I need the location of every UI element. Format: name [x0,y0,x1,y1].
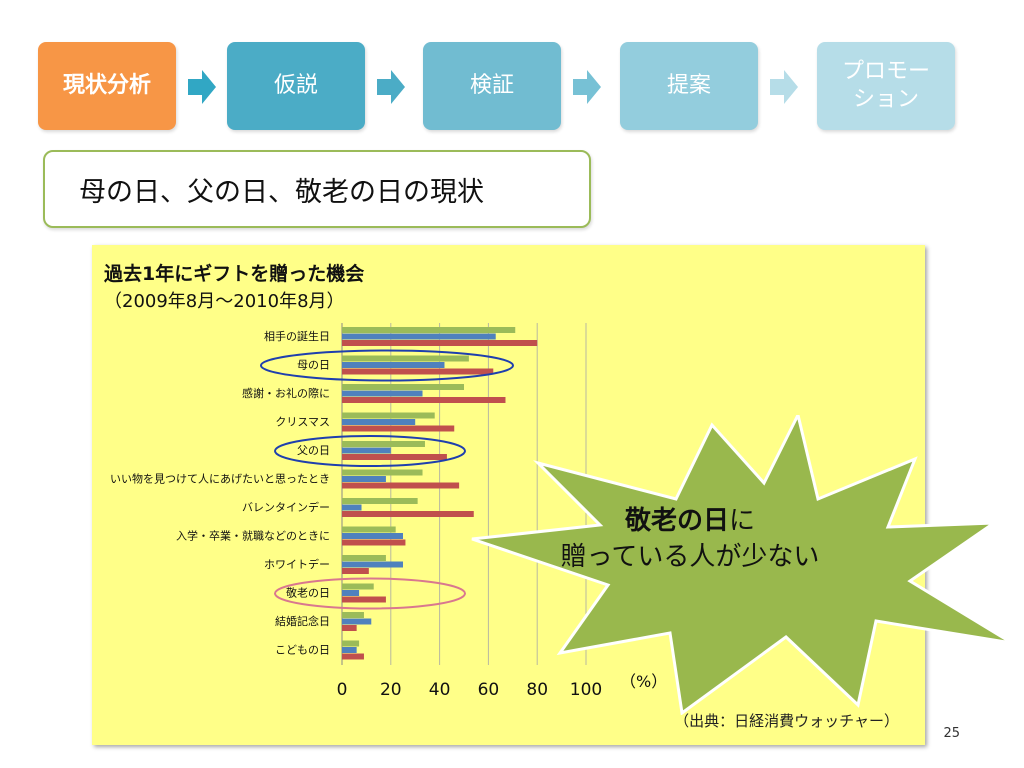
bar [342,482,460,489]
x-tick-label: 60 [478,680,500,700]
bar [342,441,425,447]
category-label: 感謝・お礼の際に [242,386,330,400]
callout-line-1: 敬老の日に [500,503,880,539]
step-4: 提案 [620,42,758,130]
callout-rest: に [729,506,756,536]
callout-strong: 敬老の日 [624,506,729,536]
bar [342,384,464,390]
topic-text: 母の日、父の日、敬老の日の現状 [79,176,484,208]
callout-starburst [471,415,1013,715]
step-2: 仮説 [227,42,365,130]
bar [342,511,474,517]
bar [342,476,386,482]
bar [342,590,360,596]
topic-box: 母の日、父の日、敬老の日の現状 [43,150,591,228]
bar [342,447,391,454]
x-tick-label: 40 [429,680,451,700]
category-label: 相手の誕生日 [264,329,330,343]
bar [342,526,396,533]
step-1-label-line-1: 現状分析 [62,73,151,98]
bar [342,653,364,660]
x-tick-label: 100 [570,680,602,700]
bar [342,504,362,511]
bar [342,362,445,368]
x-tick-label: 80 [526,680,548,700]
bar [342,397,506,403]
callout-text: 敬老の日に 贈っている人が少ない [500,503,880,575]
step-2-label-line-1: 仮説 [273,73,318,98]
chart-title: 過去1年にギフトを贈った機会 [104,263,365,285]
bar [342,625,357,631]
bar [342,583,374,590]
step-4-label-line-1: 提案 [666,73,711,98]
category-label: いい物を見つけて人にあげたいと思ったとき [110,472,330,486]
step-3-label-line-1: 検証 [469,73,514,98]
step-1: 現状分析 [38,42,176,130]
category-label: バレンタインデー [242,500,330,514]
step-3: 検証 [423,42,561,130]
bar [342,469,423,476]
category-label: 母の日 [297,359,330,372]
bar [342,327,516,333]
bar [342,596,386,603]
category-label: クリスマス [275,416,330,429]
bar [342,333,496,340]
bar [342,640,360,647]
bar [342,454,447,460]
x-tick-label: 20 [380,680,402,700]
category-label: ホワイトデー [264,557,330,571]
bar [342,340,538,346]
category-label: 入学・卒業・就職などのときに [176,529,330,543]
bar [342,425,455,432]
category-label: 敬老の日 [286,587,330,600]
bar [342,555,386,561]
bar [342,533,403,539]
step-5: プロモー ション [817,42,955,130]
bar [342,498,418,504]
highlight-ellipse [274,577,466,610]
category-label: こどもの日 [275,644,330,657]
bar [342,612,364,618]
step-5-label-line-1: プロモー [841,59,930,84]
callout-line-2: 贈っている人が少ない [560,542,820,572]
highlight-ellipse [260,349,514,382]
highlight-ellipse [274,435,466,467]
bar [342,568,369,574]
chart-subtitle: （2009年8月～2010年8月） [104,291,345,312]
x-tick-label: 0 [337,680,348,700]
step-5-label-line-2: ション [852,87,919,112]
bar [342,647,357,653]
bar [342,368,494,375]
bar [342,539,406,546]
x-unit-label: （%） [620,672,667,691]
source-note: （出典：日経消費ウォッチャー） [674,712,899,730]
bar [342,390,423,397]
bar [342,412,435,419]
page-number: 25 [943,726,960,741]
category-label: 結婚記念日 [275,614,330,628]
bar [342,561,403,568]
starburst-shape [471,415,1013,715]
process-steps: 現状分析 仮説 検証 提案 プロモーション [38,42,956,132]
category-label: 父の日 [297,444,330,457]
bar [342,419,416,425]
bar [342,355,469,362]
bar [342,618,372,625]
